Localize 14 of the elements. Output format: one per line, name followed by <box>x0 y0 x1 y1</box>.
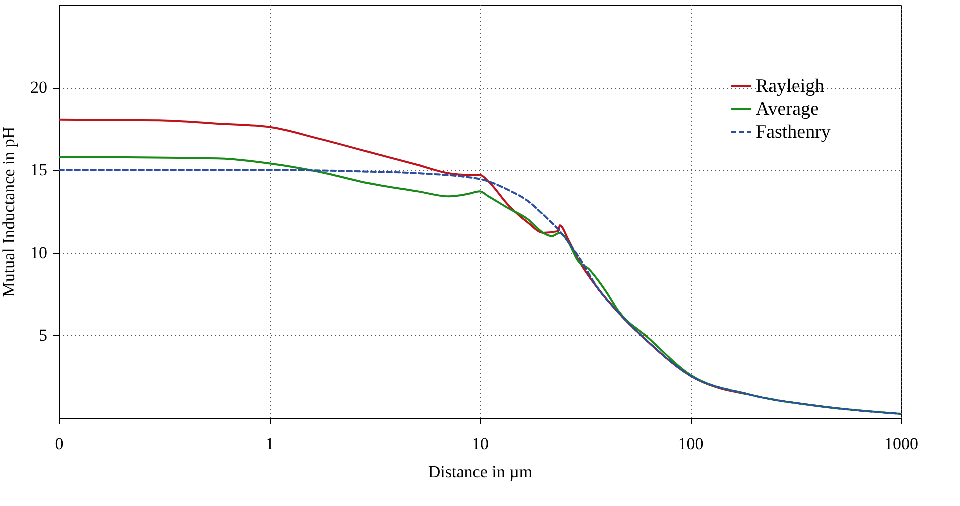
y-tick-label: 15 <box>30 160 48 180</box>
x-tick-label: 0 <box>55 434 64 454</box>
legend-label: Average <box>756 99 819 120</box>
y-axis-title: Mutual Inductance in pH <box>0 126 18 298</box>
y-tick-label: 10 <box>30 243 48 262</box>
x-tick-label: 1000 <box>884 434 918 454</box>
x-tick-label: 100 <box>678 434 704 454</box>
legend-label: Fasthenry <box>756 122 832 143</box>
x-axis-title: Distance in µm <box>428 462 533 482</box>
x-tick-label: 10 <box>472 434 489 454</box>
y-tick-label: 5 <box>39 326 48 345</box>
x-tick-label: 1 <box>266 434 274 454</box>
y-tick-label: 20 <box>30 78 48 98</box>
legend-label: Rayleigh <box>756 76 826 97</box>
